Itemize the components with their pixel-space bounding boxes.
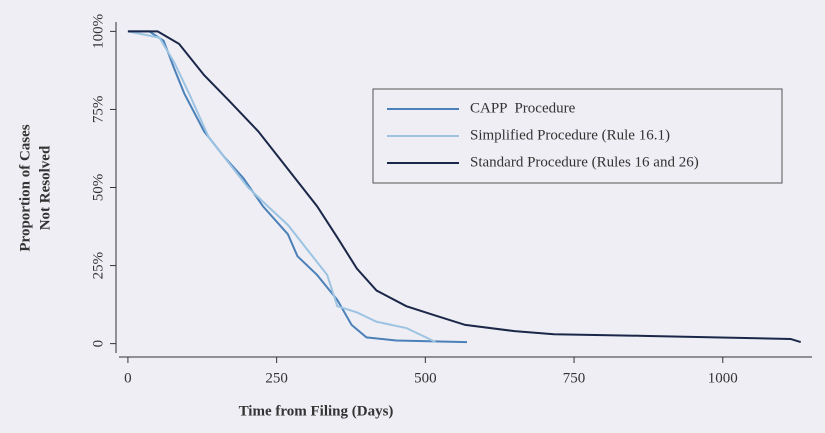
x-tick-label: 0 (124, 370, 132, 386)
y-tick-label-group: 0 (90, 340, 106, 348)
legend-box (372, 88, 783, 184)
x-tick-label: 250 (265, 370, 288, 386)
y-tick-label: 0 (90, 340, 106, 348)
legend-label: CAPP Procedure (470, 100, 576, 116)
y-axis-title-line: Proportion of Cases (17, 124, 33, 251)
line (127, 30, 801, 344)
y-tick-label-group: 100% (90, 14, 106, 49)
legend-label: Standard Procedure (Rules 16 and 26) (470, 154, 699, 170)
x-tick-label: 750 (563, 370, 586, 386)
y-tick-label: 75% (90, 96, 106, 124)
x-axis-title: Time from Filing (Days) (239, 403, 394, 419)
line (127, 30, 468, 344)
y-tick-label-group: 25% (90, 252, 106, 280)
y-tick-label: 50% (90, 174, 106, 202)
y-tick-label: 100% (90, 14, 106, 49)
legend-label: Simplified Procedure (Rule 16.1) (470, 127, 670, 143)
y-axis-title-line: Not Resolved (37, 145, 53, 230)
line (127, 30, 436, 343)
x-tick-label: 500 (414, 370, 437, 386)
y-tick-label: 25% (90, 252, 106, 280)
y-tick-label-group: 50% (90, 174, 106, 202)
y-axis-title: Proportion of Cases Not Resolved (17, 124, 53, 251)
x-tick-label: 1000 (708, 370, 738, 386)
y-tick-label-group: 75% (90, 96, 106, 124)
